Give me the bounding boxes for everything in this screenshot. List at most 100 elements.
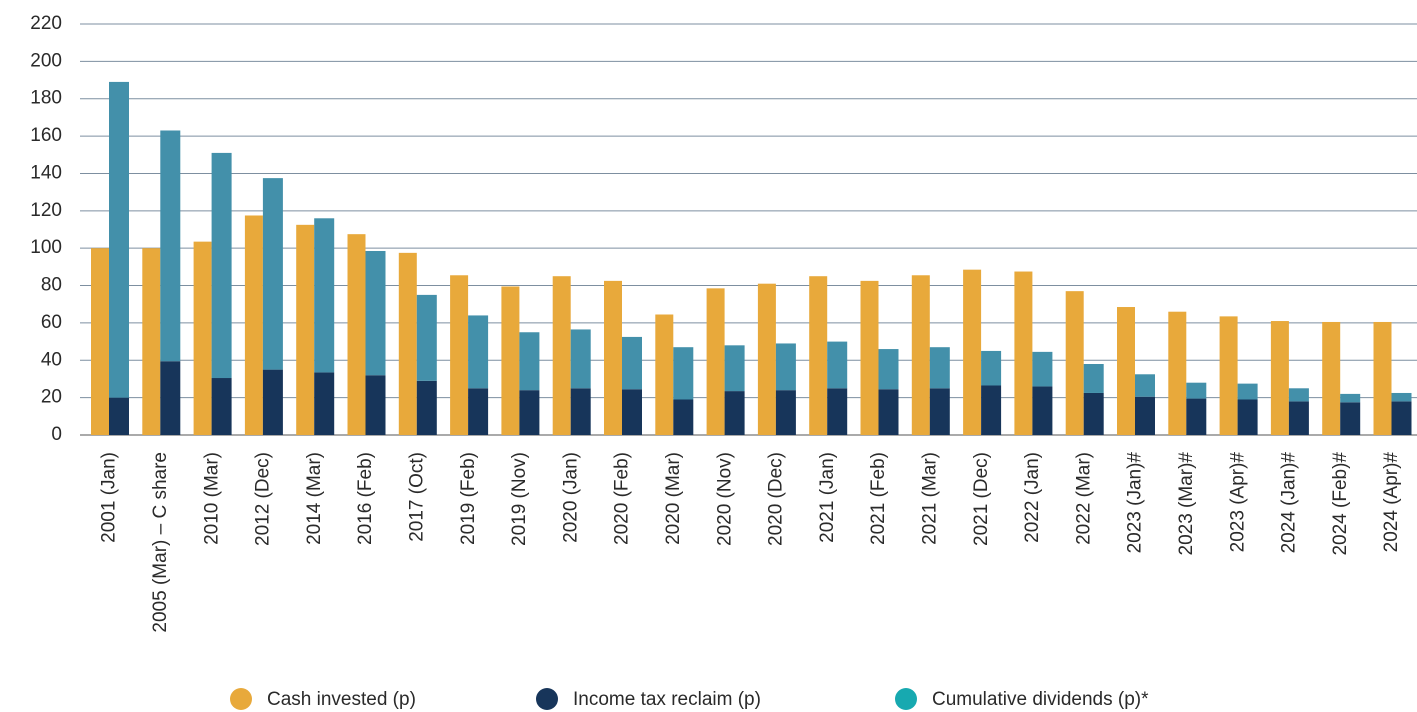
y-tick-label: 140 [30, 162, 62, 183]
bar [160, 361, 181, 435]
bar [501, 286, 520, 435]
y-tick-label: 40 [41, 349, 62, 370]
bar [775, 390, 796, 435]
bar [296, 224, 315, 435]
bar [570, 329, 591, 389]
bar [929, 347, 950, 389]
x-tick-label: 2005 (Mar) – C share [150, 452, 171, 633]
bar [1186, 398, 1207, 435]
bar [878, 349, 899, 390]
legend-label: Cash invested (p) [267, 689, 416, 710]
y-tick-label: 200 [30, 50, 62, 71]
x-tick-label: 2012 (Dec) [253, 452, 274, 546]
bar [262, 369, 283, 435]
bar [519, 390, 540, 435]
bar [1117, 307, 1135, 435]
x-tick-label: 2019 (Nov) [509, 452, 530, 546]
x-tick-label: 2022 (Jan) [1022, 452, 1043, 543]
x-tick-label: 2021 (Dec) [971, 452, 992, 546]
bar [193, 241, 212, 435]
bar [1340, 402, 1361, 435]
bar [706, 288, 725, 435]
bar [468, 388, 489, 435]
x-tick-label: 2022 (Mar) [1073, 452, 1094, 545]
bar [1237, 383, 1258, 400]
x-tick-label: 2023 (Mar)# [1176, 452, 1197, 556]
bar [622, 336, 642, 390]
y-tick-label: 120 [30, 200, 62, 221]
bar [673, 347, 694, 400]
x-tick-label: 2021 (Feb) [868, 452, 889, 545]
bar [757, 283, 776, 435]
x-tick-label: 2024 (Jan)# [1279, 452, 1300, 554]
x-tick-label: 2020 (Mar) [663, 452, 684, 545]
bar [365, 375, 386, 435]
bar [860, 280, 879, 435]
bar [1340, 393, 1361, 403]
bar [552, 276, 571, 435]
bar [878, 389, 899, 435]
x-tick-label: 2020 (Dec) [766, 452, 787, 546]
bar [314, 372, 335, 435]
bar [1135, 396, 1155, 435]
bar [1168, 311, 1187, 435]
bar [673, 399, 694, 435]
bar [724, 391, 745, 435]
y-tick-label: 60 [41, 312, 62, 333]
bar [1065, 291, 1084, 435]
bar [1219, 316, 1238, 435]
bar [244, 215, 263, 435]
bar [416, 294, 437, 381]
bar [911, 275, 930, 435]
bar [1391, 401, 1412, 435]
bar [724, 345, 745, 392]
x-tick-label: 2019 (Feb) [458, 452, 479, 545]
bar [1373, 321, 1392, 435]
y-tick-label: 0 [51, 424, 62, 445]
x-tick-label: 2020 (Jan) [560, 452, 581, 543]
bar [1391, 392, 1412, 402]
bar [91, 248, 109, 435]
bar [347, 234, 366, 435]
legend-marker [536, 688, 558, 710]
bar [1270, 321, 1289, 435]
bar [1135, 374, 1155, 397]
bar [109, 397, 129, 435]
legend-marker [895, 688, 917, 710]
bar [827, 341, 848, 389]
bar [981, 385, 1002, 435]
bar [314, 218, 335, 373]
bar [398, 252, 417, 435]
bar [1322, 321, 1341, 435]
x-tick-label: 2021 (Mar) [919, 452, 940, 545]
bar [809, 276, 828, 435]
x-tick-label: 2016 (Feb) [355, 452, 376, 545]
x-tick-label: 2014 (Mar) [304, 452, 325, 545]
bar [1186, 382, 1207, 399]
bar [604, 280, 622, 435]
bar [468, 315, 489, 389]
bar [1083, 364, 1104, 393]
bar [1237, 399, 1258, 435]
y-tick-label: 160 [30, 125, 62, 146]
bar [1288, 401, 1309, 435]
bar [450, 275, 469, 435]
x-tick-label: 2010 (Mar) [201, 452, 222, 545]
bar [981, 350, 1002, 386]
bar [160, 130, 181, 362]
bar [622, 389, 642, 435]
legend-label: Income tax reclaim (p) [573, 689, 761, 710]
legend-label: Cumulative dividends (p)* [932, 689, 1149, 710]
bar [109, 81, 129, 398]
bar [142, 248, 161, 435]
bar [655, 314, 674, 435]
bar [1014, 271, 1033, 435]
bar [963, 269, 982, 435]
y-tick-label: 80 [41, 275, 62, 296]
bar [1032, 351, 1053, 387]
y-tick-label: 20 [41, 387, 62, 408]
bar [1032, 386, 1053, 435]
legend-marker [230, 688, 252, 710]
x-tick-label: 2001 (Jan) [99, 452, 120, 543]
